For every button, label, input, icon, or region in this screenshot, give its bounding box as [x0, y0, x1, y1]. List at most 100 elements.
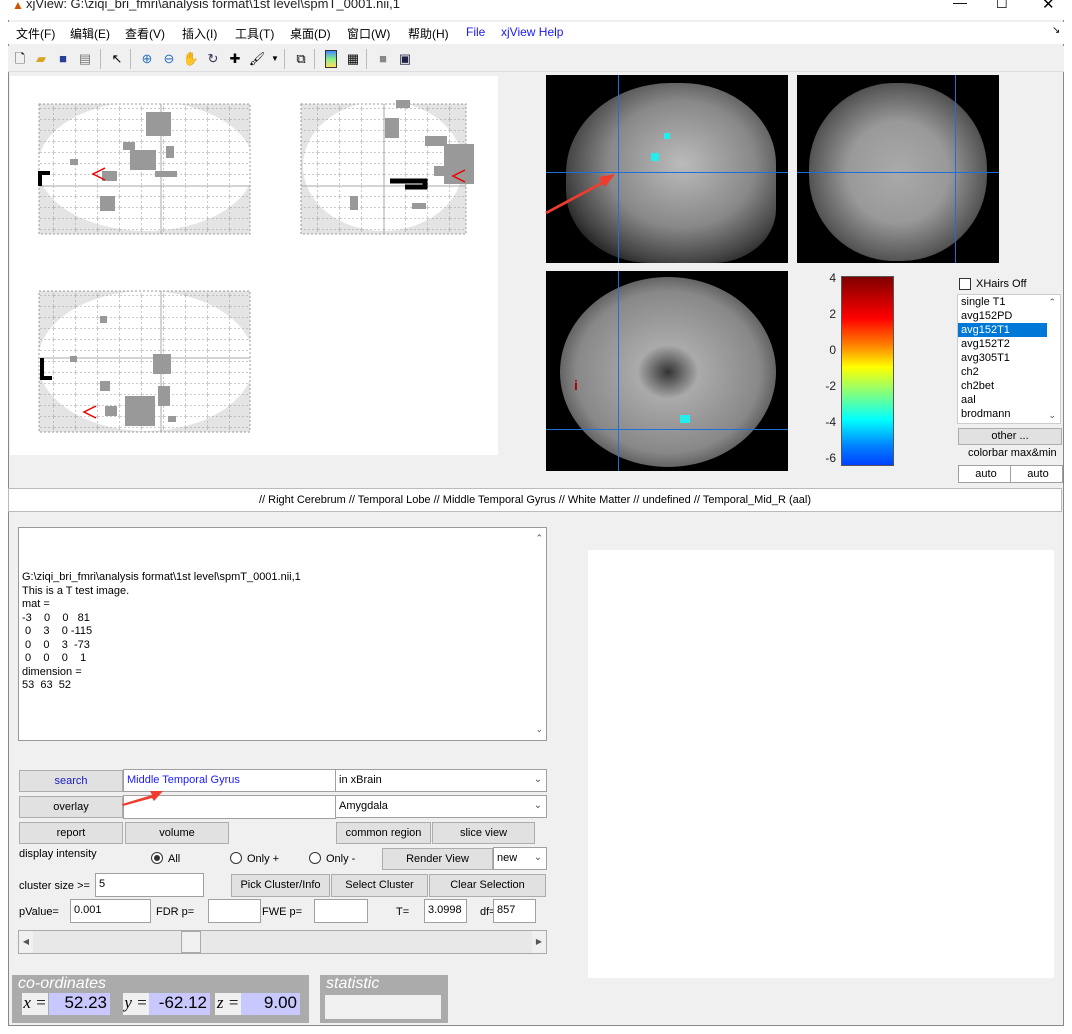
menu-edit[interactable]: 编辑(E) — [70, 27, 110, 41]
pointer-icon[interactable]: ↖ — [111, 51, 123, 66]
df-input[interactable]: 857 — [493, 899, 536, 923]
slider-left-arrow[interactable]: ◀ — [19, 931, 33, 953]
scroll-up-icon[interactable]: ⌃ — [535, 533, 543, 543]
slider-thumb[interactable] — [181, 931, 202, 953]
display-intensity-label: display intensity — [19, 848, 97, 860]
menu-file[interactable]: File — [466, 25, 486, 39]
activation-blob — [680, 415, 690, 423]
glass-brain-views[interactable] — [10, 76, 498, 455]
xhairs-off-checkbox[interactable] — [959, 278, 971, 290]
slider-right-arrow[interactable]: ▶ — [532, 931, 546, 953]
colorbar-icon[interactable] — [325, 50, 337, 68]
x-coordinate-input[interactable]: 52.23 — [49, 993, 110, 1015]
new-file-icon[interactable]: 🗋 — [14, 51, 26, 66]
print-icon[interactable]: ▤ — [78, 51, 92, 66]
axial-slice-view[interactable]: i — [546, 271, 788, 471]
search-button[interactable]: search — [19, 770, 123, 792]
zoom-out-icon[interactable]: ⊖ — [163, 51, 175, 66]
brush-icon[interactable]: 🖌 — [248, 51, 266, 66]
zoom-in-icon[interactable]: ⊕ — [141, 51, 153, 66]
threshold-slider[interactable]: ◀ ▶ — [18, 930, 547, 954]
statistic-panel: statistic — [320, 975, 448, 1023]
annotation-arrow — [545, 174, 615, 214]
link-plot-icon[interactable]: ⧉ — [296, 51, 306, 66]
menu-tools[interactable]: 工具(T) — [235, 27, 275, 41]
fdr-input[interactable] — [208, 899, 261, 923]
coronal-slice-view[interactable] — [797, 75, 999, 263]
radio-only-negative[interactable]: Only - — [309, 852, 355, 865]
glass-brain-panel[interactable] — [10, 76, 498, 455]
y-label: y = — [123, 993, 149, 1015]
maximize-button[interactable]: ☐ — [996, 0, 1008, 11]
scroll-down-icon[interactable]: ⌄ — [1048, 410, 1056, 420]
save-icon[interactable]: ■ — [59, 51, 67, 66]
chevron-down-icon: ⌄ — [530, 796, 546, 817]
data-cursor-icon[interactable]: ✚ — [229, 51, 241, 66]
colorbar — [841, 276, 894, 466]
template-option[interactable]: ch2 — [961, 366, 979, 378]
activation-blob — [664, 133, 670, 139]
pvalue-input[interactable]: 0.001 — [70, 899, 151, 923]
legend-icon[interactable]: ▦ — [346, 51, 360, 66]
crosshair-horizontal — [797, 172, 999, 173]
rotate-3d-icon[interactable]: ↻ — [207, 51, 219, 66]
t-value-input[interactable]: 3.0998 — [424, 899, 467, 923]
brush-dropdown-icon[interactable]: ▼ — [271, 54, 279, 63]
info-line: 0 0 3 -73 — [22, 638, 90, 651]
radio-all[interactable]: All — [151, 852, 180, 865]
menu-view[interactable]: 查看(V) — [125, 27, 165, 41]
fwe-input[interactable] — [314, 899, 368, 923]
report-button[interactable]: report — [19, 822, 123, 844]
y-coordinate-input[interactable]: -62.12 — [149, 993, 210, 1015]
other-template-button[interactable]: other ... — [958, 428, 1062, 445]
menu-help[interactable]: 帮助(H) — [408, 27, 449, 41]
search-scope-select[interactable]: in xBrain ⌄ — [335, 769, 547, 792]
scroll-down-icon[interactable]: ⌄ — [535, 723, 543, 734]
template-option[interactable]: brodmann — [961, 408, 1011, 420]
scroll-up-icon[interactable]: ⌃ — [1048, 297, 1056, 307]
select-cluster-button[interactable]: Select Cluster — [331, 874, 428, 897]
pick-cluster-button[interactable]: Pick Cluster/Info — [231, 874, 330, 897]
menu-xjview-help[interactable]: xjView Help — [501, 25, 564, 39]
colorbar-max-input[interactable]: auto — [958, 465, 1011, 483]
overlay-button[interactable]: overlay — [19, 796, 123, 818]
overlay-input[interactable] — [123, 795, 336, 819]
cluster-size-label: cluster size >= — [19, 880, 90, 892]
close-button[interactable]: ✕ — [1042, 0, 1055, 13]
minimize-button[interactable]: — — [953, 0, 967, 10]
menu-insert[interactable]: 插入(I) — [182, 27, 218, 41]
overlay-region-select[interactable]: Amygdala ⌄ — [335, 795, 547, 818]
template-option[interactable]: avg152PD — [961, 310, 1013, 322]
cluster-size-input[interactable]: 5 — [95, 873, 204, 897]
dock-icon[interactable]: ↘ — [1052, 25, 1061, 36]
pan-hand-icon[interactable]: ✋ — [182, 51, 200, 66]
template-option[interactable]: ch2bet — [961, 380, 995, 392]
menu-window[interactable]: 窗口(W) — [347, 27, 391, 41]
render-view-button[interactable]: Render View — [382, 848, 493, 870]
show-plot-tools-icon[interactable]: ▣ — [398, 51, 412, 66]
open-folder-icon[interactable]: ▰ — [36, 51, 46, 66]
menu-desktop[interactable]: 桌面(D) — [290, 27, 331, 41]
menu-file-cn[interactable]: 文件(F) — [16, 27, 56, 41]
template-option[interactable]: aal — [961, 394, 976, 406]
common-region-button[interactable]: common region — [336, 822, 431, 844]
window-title: xjView: G:\ziqi_bri_fmri\analysis format… — [26, 0, 401, 11]
hide-plot-tools-icon[interactable]: ■ — [379, 51, 387, 66]
render-mode-select[interactable]: new ⌄ — [493, 847, 547, 870]
info-textbox[interactable]: G:\ziqi_bri_fmri\analysis format\1st lev… — [18, 527, 547, 741]
template-option[interactable]: avg152T2 — [961, 338, 1010, 350]
colorbar-min-input[interactable]: auto — [1010, 465, 1063, 483]
colorbar-tick: 4 — [829, 271, 836, 285]
volume-button[interactable]: volume — [125, 822, 229, 844]
template-option[interactable]: avg152T1 — [958, 323, 1047, 337]
template-option[interactable]: avg305T1 — [961, 352, 1010, 364]
clear-selection-button[interactable]: Clear Selection — [429, 874, 546, 897]
radio-only-positive[interactable]: Only + — [230, 852, 279, 865]
sagittal-slice-view[interactable] — [546, 75, 788, 263]
template-listbox[interactable]: single T1 avg152PD avg152T1 avg152T2 avg305T… — [957, 294, 1061, 424]
slice-view-button[interactable]: slice view — [432, 822, 535, 844]
search-input[interactable]: Middle Temporal Gyrus — [123, 769, 336, 792]
df-label: df= — [480, 906, 496, 918]
template-option[interactable]: single T1 — [961, 296, 1006, 308]
z-coordinate-input[interactable]: 9.00 — [241, 993, 300, 1015]
